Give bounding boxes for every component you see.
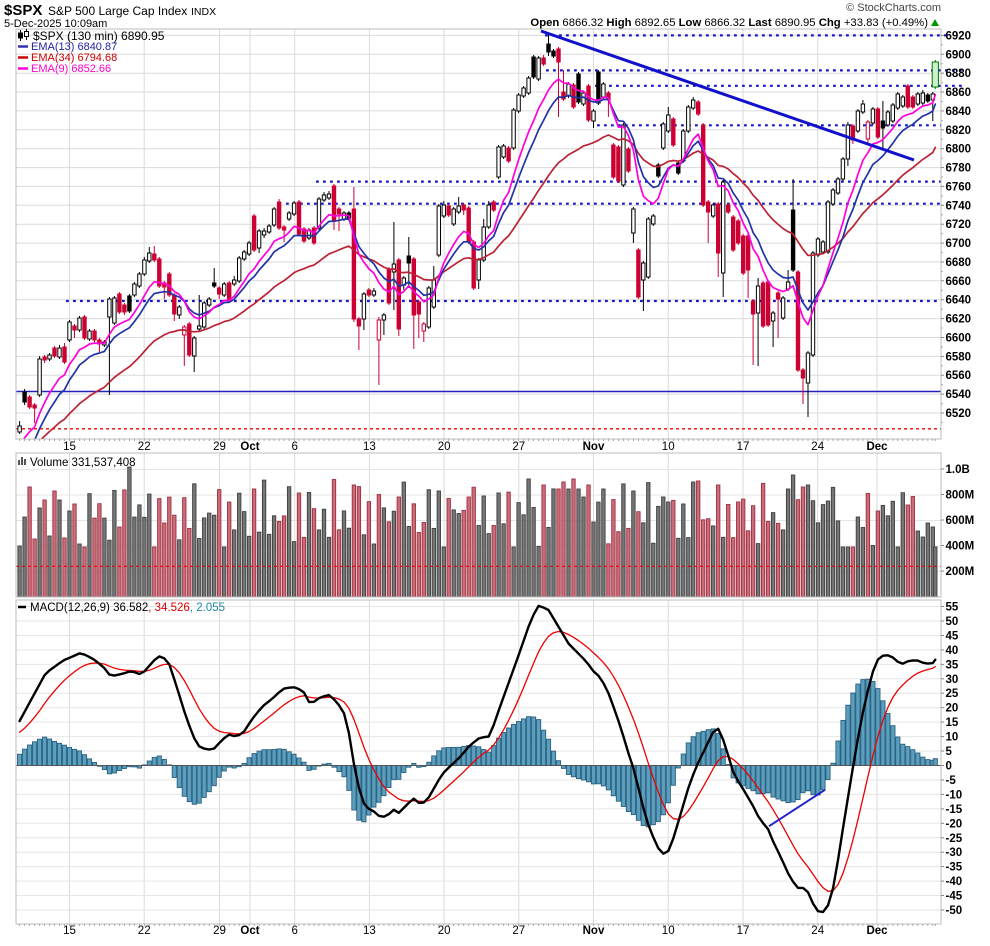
svg-text:Nov: Nov bbox=[583, 925, 605, 937]
svg-text:$SPX: $SPX bbox=[4, 2, 42, 19]
svg-text:6: 6 bbox=[291, 925, 297, 937]
svg-text:200M: 200M bbox=[946, 566, 975, 578]
svg-text:Dec: Dec bbox=[866, 925, 888, 937]
svg-text:6720: 6720 bbox=[946, 219, 972, 231]
svg-text:6620: 6620 bbox=[946, 314, 972, 326]
svg-text:-20: -20 bbox=[946, 818, 963, 830]
svg-text:17: 17 bbox=[737, 441, 750, 453]
svg-text:6660: 6660 bbox=[946, 276, 972, 288]
svg-text:6800: 6800 bbox=[946, 144, 972, 156]
svg-text:1.0B: 1.0B bbox=[946, 464, 970, 476]
svg-text:6580: 6580 bbox=[946, 351, 972, 363]
svg-text:6880: 6880 bbox=[946, 68, 972, 80]
svg-text:27: 27 bbox=[512, 925, 525, 937]
svg-text:EMA(9) 6852.66: EMA(9) 6852.66 bbox=[31, 63, 111, 75]
svg-text:45: 45 bbox=[946, 631, 959, 643]
svg-text:10: 10 bbox=[662, 441, 675, 453]
svg-text:6640: 6640 bbox=[946, 295, 972, 307]
svg-text:29: 29 bbox=[213, 925, 226, 937]
svg-text:6680: 6680 bbox=[946, 257, 972, 269]
svg-text:10: 10 bbox=[946, 732, 959, 744]
svg-text:MACD(12,26,9) 36.582, 34.526,: MACD(12,26,9) 36.582, 34.526, 2.055 bbox=[30, 602, 225, 614]
svg-text:6860: 6860 bbox=[946, 87, 972, 99]
svg-text:40: 40 bbox=[946, 645, 959, 657]
svg-text:Volume 331,537,408: Volume 331,537,408 bbox=[30, 457, 136, 469]
svg-text:22: 22 bbox=[138, 441, 151, 453]
svg-text:-50: -50 bbox=[946, 905, 963, 917]
svg-text:© StockCharts.com: © StockCharts.com bbox=[846, 2, 941, 14]
svg-text:6: 6 bbox=[291, 441, 297, 453]
svg-text:6560: 6560 bbox=[946, 370, 972, 382]
svg-text:10: 10 bbox=[662, 925, 675, 937]
svg-text:6520: 6520 bbox=[946, 408, 972, 420]
svg-text:EMA(34) 6794.68: EMA(34) 6794.68 bbox=[31, 52, 117, 64]
svg-text:Dec: Dec bbox=[866, 441, 888, 453]
svg-text:-45: -45 bbox=[946, 891, 963, 903]
svg-text:-15: -15 bbox=[946, 804, 963, 816]
svg-text:-30: -30 bbox=[946, 847, 963, 859]
svg-text:6840: 6840 bbox=[946, 106, 972, 118]
svg-text:22: 22 bbox=[138, 925, 151, 937]
svg-text:55: 55 bbox=[946, 602, 959, 614]
svg-text:17: 17 bbox=[737, 925, 750, 937]
svg-text:600M: 600M bbox=[946, 515, 975, 527]
svg-text:6740: 6740 bbox=[946, 200, 972, 212]
svg-text:30: 30 bbox=[946, 674, 959, 686]
svg-text:0: 0 bbox=[946, 761, 952, 773]
svg-text:6820: 6820 bbox=[946, 125, 972, 137]
svg-text:Open 6866.32 High 6892.65 Low: Open 6866.32 High 6892.65 Low 6866.32 La… bbox=[530, 17, 928, 29]
svg-text:20: 20 bbox=[438, 925, 451, 937]
svg-text:24: 24 bbox=[811, 925, 824, 937]
svg-text:-10: -10 bbox=[946, 789, 963, 801]
svg-text:6780: 6780 bbox=[946, 163, 972, 175]
svg-text:400M: 400M bbox=[946, 541, 975, 553]
svg-text:-40: -40 bbox=[946, 876, 963, 888]
svg-text:5: 5 bbox=[946, 746, 953, 758]
svg-text:6600: 6600 bbox=[946, 333, 972, 345]
svg-text:-5: -5 bbox=[946, 775, 957, 787]
svg-text:20: 20 bbox=[438, 441, 451, 453]
svg-text:6920: 6920 bbox=[946, 30, 972, 42]
svg-text:15: 15 bbox=[946, 717, 959, 729]
svg-text:6900: 6900 bbox=[946, 49, 972, 61]
svg-text:29: 29 bbox=[213, 441, 226, 453]
svg-text:INDX: INDX bbox=[191, 6, 216, 18]
svg-text:Nov: Nov bbox=[583, 441, 605, 453]
svg-text:5-Dec-2025 10:09am: 5-Dec-2025 10:09am bbox=[4, 18, 107, 30]
svg-text:EMA(13) 6840.87: EMA(13) 6840.87 bbox=[31, 41, 117, 53]
svg-text:24: 24 bbox=[811, 441, 824, 453]
svg-text:13: 13 bbox=[363, 441, 376, 453]
svg-text:6760: 6760 bbox=[946, 181, 972, 193]
svg-text:25: 25 bbox=[946, 688, 959, 700]
svg-text:6700: 6700 bbox=[946, 238, 972, 250]
svg-text:Oct: Oct bbox=[240, 925, 259, 937]
svg-text:27: 27 bbox=[512, 441, 525, 453]
svg-text:35: 35 bbox=[946, 659, 959, 671]
svg-text:-25: -25 bbox=[946, 833, 963, 845]
svg-text:15: 15 bbox=[63, 925, 76, 937]
svg-text:13: 13 bbox=[363, 925, 376, 937]
svg-text:15: 15 bbox=[63, 441, 76, 453]
svg-text:$SPX (130 min) 6890.95: $SPX (130 min) 6890.95 bbox=[33, 29, 165, 43]
svg-text:Oct: Oct bbox=[240, 441, 259, 453]
svg-text:6540: 6540 bbox=[946, 389, 972, 401]
svg-text:S&P 500 Large Cap Index: S&P 500 Large Cap Index bbox=[48, 4, 187, 18]
svg-text:20: 20 bbox=[946, 703, 959, 715]
svg-text:50: 50 bbox=[946, 616, 959, 628]
svg-text:800M: 800M bbox=[946, 490, 975, 502]
svg-text:-35: -35 bbox=[946, 862, 963, 874]
